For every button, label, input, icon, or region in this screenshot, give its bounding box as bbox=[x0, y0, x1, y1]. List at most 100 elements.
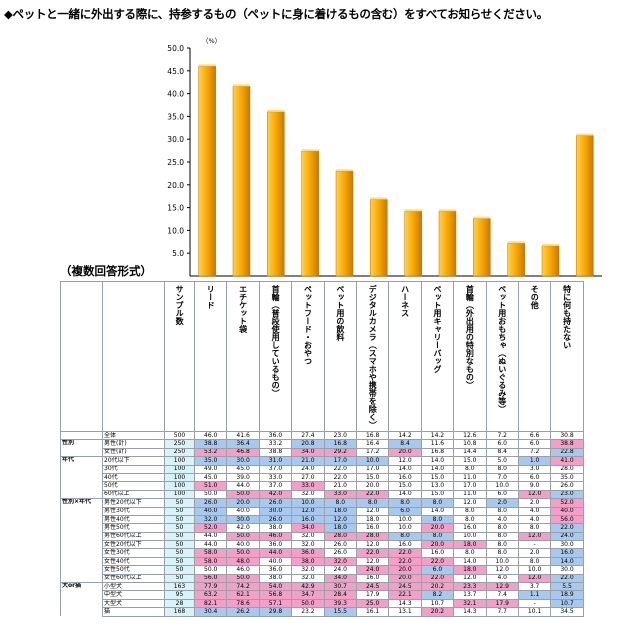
table-cell: 12.0 bbox=[517, 489, 552, 500]
table-cell: 7.2 bbox=[485, 430, 519, 441]
table-cell: 36.0 bbox=[258, 565, 293, 575]
header-label: エチケット袋 bbox=[238, 285, 248, 333]
table-cell: 8.0 bbox=[388, 531, 422, 542]
table-cell: 8.0 bbox=[517, 556, 552, 567]
table-cell: 30.0 bbox=[258, 506, 293, 516]
bar bbox=[507, 242, 525, 277]
table-cell: 34.5 bbox=[550, 607, 584, 617]
table-row: 中型犬 95 63.2 62.1 56.8 34.7 28.4 17.9 22.1 8.2 13.7… bbox=[60, 590, 584, 600]
y-unit-label: （%） bbox=[202, 37, 221, 45]
row-label: 50代 bbox=[102, 481, 165, 491]
header-label: リード bbox=[206, 285, 216, 309]
table-cell: 24.5 bbox=[388, 582, 422, 592]
table-cell: 20.0 bbox=[420, 523, 455, 533]
table-cell: 16.0 bbox=[453, 523, 487, 533]
table-cell: 6.0 bbox=[388, 506, 422, 516]
row-group bbox=[60, 548, 103, 558]
row-group: 性別×年代 bbox=[60, 498, 103, 508]
table-cell: 8.0 bbox=[517, 523, 552, 533]
table-cell: 7.2 bbox=[517, 447, 552, 458]
table-cell: 44.0 bbox=[193, 540, 228, 550]
row-label: 女性50代 bbox=[102, 565, 165, 575]
row-group bbox=[60, 431, 103, 440]
table-cell: 10.0 bbox=[291, 498, 325, 508]
header-label: ペット用キャリーバッグ bbox=[433, 285, 443, 373]
table-cell: 22.0 bbox=[550, 573, 584, 584]
table-cell: 41.6 bbox=[226, 430, 260, 441]
table-cell: 42.0 bbox=[226, 523, 260, 533]
table-cell: 12.0 bbox=[517, 531, 552, 542]
header-label: サンプル数 bbox=[175, 285, 185, 325]
table-cell: 4.0 bbox=[517, 514, 552, 525]
bar bbox=[473, 218, 491, 277]
table-cell: 18.9 bbox=[550, 590, 584, 600]
table-cell: 14.0 bbox=[420, 506, 455, 516]
table-cell: 22.0 bbox=[388, 556, 422, 567]
table-cell: 18.0 bbox=[323, 523, 357, 533]
table-cell: 22.8 bbox=[550, 447, 584, 458]
header-label: ハーネス bbox=[400, 285, 410, 317]
table-cell: 8.0 bbox=[453, 464, 487, 474]
bar bbox=[541, 245, 560, 277]
header-category: リード bbox=[193, 281, 228, 432]
table-cell: 17.0 bbox=[453, 481, 487, 491]
table-cell: 32.0 bbox=[291, 565, 325, 575]
table-cell: 21.0 bbox=[291, 456, 325, 466]
table-cell: 22.0 bbox=[388, 548, 422, 558]
table-cell: 16.8 bbox=[355, 430, 390, 441]
table-cell: 16.0 bbox=[355, 573, 390, 584]
header-label: 首輪（普段使用しているもの） bbox=[271, 285, 281, 397]
table-cell: 12.0 bbox=[355, 556, 390, 567]
table-cell: 12.0 bbox=[453, 573, 487, 584]
table-cell: 37.0 bbox=[258, 464, 293, 474]
table-cell: 22.0 bbox=[355, 548, 390, 558]
header-label: ペット用の飲料 bbox=[335, 285, 345, 341]
table-cell: 26.0 bbox=[323, 540, 357, 550]
page-title: ◆ペットと一緒に外出する際に、持参するもの（ペットに身に着けるもの含む）をすべて… bbox=[4, 7, 548, 21]
header-blank bbox=[60, 281, 103, 432]
table-cell: 48.0 bbox=[226, 556, 260, 567]
y-tick-label: 15.0 bbox=[167, 204, 184, 213]
bar-cap bbox=[404, 209, 422, 212]
bar-cap bbox=[267, 109, 285, 112]
table-cell: 27.0 bbox=[291, 472, 325, 483]
table-cell: 30.0 bbox=[226, 456, 260, 466]
table-cell: 33.2 bbox=[258, 439, 293, 449]
bar bbox=[370, 199, 388, 277]
table-cell: 12.0 bbox=[517, 573, 552, 584]
table-row: 女性60代以上 50 56.0 50.0 38.0 32.0 34.0 16.0 20.0 22.… bbox=[60, 573, 584, 584]
row-sample-size: 100 bbox=[164, 481, 195, 491]
table-cell: 17.0 bbox=[355, 464, 390, 474]
table-cell: 26.0 bbox=[258, 514, 293, 525]
table-row: 大型犬 28 82.1 78.6 57.1 50.0 39.3 25.0 14.3 10.7 32.… bbox=[60, 598, 584, 609]
table-cell: 18.0 bbox=[453, 540, 487, 550]
table-cell: 8.0 bbox=[485, 464, 519, 474]
table-cell: 10.7 bbox=[420, 598, 455, 609]
table-row: 男性60代以上 50 44.0 50.0 46.0 32.0 28.0 28.0 8.0 8.0 1… bbox=[60, 531, 584, 542]
header-label: ペットフード・おやつ bbox=[303, 285, 313, 365]
header-blank bbox=[102, 281, 165, 432]
table-cell: - bbox=[517, 598, 552, 609]
row-label: 小型犬 bbox=[102, 582, 165, 592]
table-cell: 63.2 bbox=[193, 590, 228, 600]
row-group bbox=[60, 473, 103, 482]
y-tick-label: 30.0 bbox=[167, 135, 184, 144]
table-cell: 42.9 bbox=[291, 582, 325, 592]
table-cell: 36.0 bbox=[291, 548, 325, 558]
row-sample-size: 50 bbox=[164, 556, 195, 567]
table-cell: 2.0 bbox=[485, 498, 519, 508]
table-cell: 1.0 bbox=[517, 456, 552, 466]
table-cell: 15.0 bbox=[420, 472, 455, 483]
table-cell: 22.0 bbox=[355, 489, 390, 500]
table-cell: 1.1 bbox=[517, 590, 552, 600]
table-cell: 16.0 bbox=[550, 548, 584, 558]
table-cell: 12.0 bbox=[355, 506, 390, 516]
table-cell: 27.4 bbox=[291, 430, 325, 441]
row-group: 年代 bbox=[60, 456, 103, 466]
row-sample-size: 163 bbox=[164, 582, 195, 592]
table-cell: 16.8 bbox=[420, 447, 455, 458]
table-cell: 50.0 bbox=[226, 573, 260, 584]
table-cell: 39.3 bbox=[323, 598, 357, 609]
table-cell: 22.1 bbox=[388, 590, 422, 600]
bar bbox=[404, 210, 422, 277]
